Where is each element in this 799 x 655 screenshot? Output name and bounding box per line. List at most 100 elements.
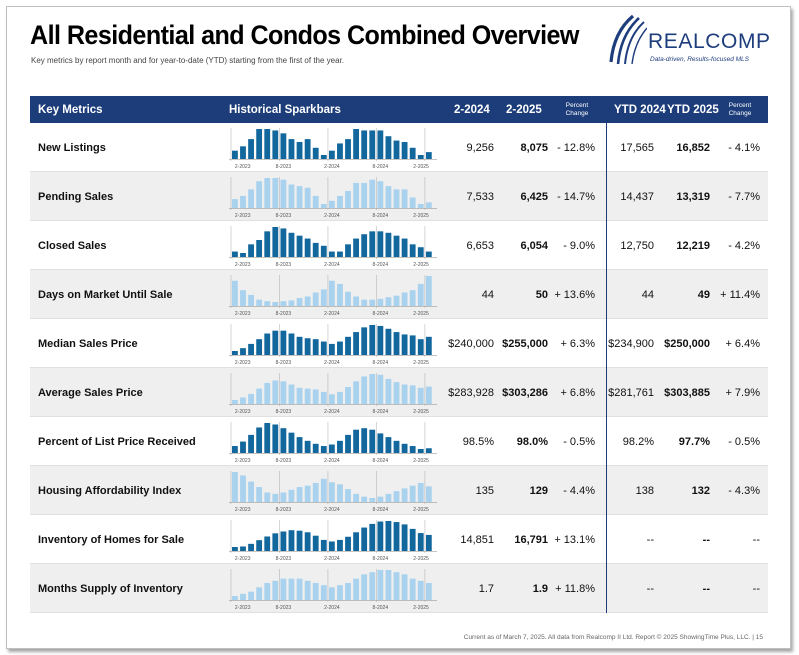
sparkbar-bar <box>328 150 335 159</box>
sparkbar-axis-label: 8-2024 <box>373 164 389 170</box>
ytd-2025-value: -- <box>702 582 710 595</box>
sparkbar-bar <box>425 251 432 257</box>
sparkbar-bar <box>280 381 287 404</box>
sparkbar-bar <box>288 333 295 355</box>
value-2-2025: 129 <box>529 484 548 497</box>
table-row: Days on Market Until Sale 44 50 + 13.6% 44 49… <box>30 270 768 319</box>
sparkbar-bar <box>361 130 368 159</box>
sparkbar-axis-label: 8-2024 <box>373 556 389 562</box>
ytd-2024-value: 138 <box>635 484 654 497</box>
ytd-2024-value: 14,437 <box>620 190 654 203</box>
sparkbar-bar <box>377 433 384 453</box>
sparkbar-bar <box>240 593 246 600</box>
sparkbar-axis-label: 8-2023 <box>276 409 292 415</box>
sparkbar-axis-label: 2-2023 <box>235 213 251 219</box>
sparkbar-axis-label: 2-2023 <box>235 164 251 170</box>
page-title: All Residential and Condos Combined Over… <box>30 20 579 50</box>
ytd-percent-change: - 7.7% <box>728 190 760 203</box>
sparkbar-bar <box>304 532 311 551</box>
sparkbar-axis-label: 8-2023 <box>276 213 292 219</box>
sparkbar-axis-label: 2-2023 <box>235 409 251 415</box>
sparkbar-bar <box>240 475 246 502</box>
sparkbar-bar <box>264 333 271 355</box>
sparkbar-axis-label: 2-2023 <box>235 262 251 268</box>
sparkbar-bar <box>385 136 392 159</box>
sparkbar-bar <box>272 130 279 159</box>
sparkbar-bar <box>232 400 238 404</box>
sparkbar-bar <box>240 290 246 306</box>
sparkbar-axis-label: 8-2023 <box>276 556 292 562</box>
sparkbar-bar <box>248 294 254 306</box>
table-row: Closed Sales 6,653 6,054 - 9.0% 12,750 12,219… <box>30 221 768 270</box>
value-2-2025: 1.9 <box>532 582 548 595</box>
sparkbar-bar <box>337 283 343 306</box>
sparkbar-bar <box>288 384 295 404</box>
sparkbar-bar <box>337 391 343 405</box>
sparkbar-bar <box>256 487 263 502</box>
sparkbar-chart: 2-2023 8-2023 2-2024 8-2024 2-2025 <box>229 373 437 415</box>
sparkbar-bar <box>264 301 271 306</box>
sparkbar-bar <box>385 570 392 600</box>
sparkbar-bar <box>256 181 263 208</box>
percent-change: + 6.3% <box>560 337 595 350</box>
sparkbar-bar <box>361 327 368 355</box>
value-2-2024: 98.5% <box>462 435 494 448</box>
ytd-2024-value: -- <box>646 582 654 595</box>
sparkbar-bar <box>264 178 271 208</box>
sparkbar-bar <box>264 231 271 257</box>
sparkbar-bar <box>361 574 368 600</box>
sparkbar-bar <box>312 535 319 551</box>
sparkbar-axis-label: 8-2023 <box>276 458 292 464</box>
sparkbar-bar <box>417 247 424 257</box>
sparkbar-axis-label: 8-2024 <box>373 409 389 415</box>
sparkbar-bar <box>320 391 327 405</box>
sparkbar-bar <box>345 139 351 159</box>
sparkbar-bar <box>248 343 254 355</box>
sparkbar-bar <box>369 498 376 502</box>
sparkbar-bar <box>312 482 319 502</box>
ytd-percent-change: + 7.9% <box>725 386 760 399</box>
sparkbar-bar <box>256 587 263 600</box>
sparkbar-bar <box>328 482 335 502</box>
sparkbar-bar <box>328 444 335 453</box>
sparkbar-bar <box>377 181 384 208</box>
sparkbar-axis-label: 8-2024 <box>373 311 389 317</box>
sparkbar-bar <box>312 147 319 159</box>
header-sparkbars: Historical Sparkbars <box>229 103 341 116</box>
sparkbar-bar <box>232 280 238 306</box>
sparkbar-axis-label: 8-2024 <box>373 262 389 268</box>
sparkbar-bar <box>417 387 424 404</box>
sparkbar-bar <box>280 492 287 502</box>
sparkbar-bar <box>425 486 432 502</box>
sparkbar-bar <box>256 540 263 551</box>
ytd-2025-value: 132 <box>691 484 710 497</box>
sparkbar-axis-label: 8-2024 <box>373 213 389 219</box>
sparkbar-axis-label: 2-2024 <box>324 605 340 611</box>
value-2-2024: 14,851 <box>460 533 494 546</box>
sparkbar-bar <box>385 297 392 306</box>
value-2-2024: 44 <box>481 288 494 301</box>
sparkbar-bar <box>288 184 295 208</box>
sparkbar-bar <box>296 235 303 257</box>
sparkbar-bar <box>409 528 416 551</box>
sparkbar-bar <box>304 388 311 405</box>
sparkbar-bar <box>280 531 287 551</box>
sparkbar-bar <box>361 376 368 404</box>
header-key-metrics: Key Metrics <box>38 103 103 116</box>
ytd-2024-value: $234,900 <box>608 337 654 350</box>
sparkbar-bar <box>353 129 360 159</box>
sparkbar-bar <box>377 325 384 355</box>
sparkbar-bar <box>280 179 287 209</box>
sparkbar-bar <box>409 335 416 355</box>
sparkbar-bar <box>393 440 400 453</box>
header-ytd-2024: YTD 2024 <box>614 103 666 116</box>
sparkbar-bar <box>304 187 311 208</box>
value-2-2025: 50 <box>535 288 548 301</box>
sparkbar-bar <box>369 179 376 209</box>
sparkbar-bar <box>296 578 303 600</box>
sparkbar-bar <box>280 228 287 257</box>
sparkbar-bar <box>232 251 238 257</box>
sparkbar-bar <box>232 150 238 159</box>
ytd-2025-value: 12,219 <box>676 239 710 252</box>
ytd-2024-value: 44 <box>641 288 654 301</box>
